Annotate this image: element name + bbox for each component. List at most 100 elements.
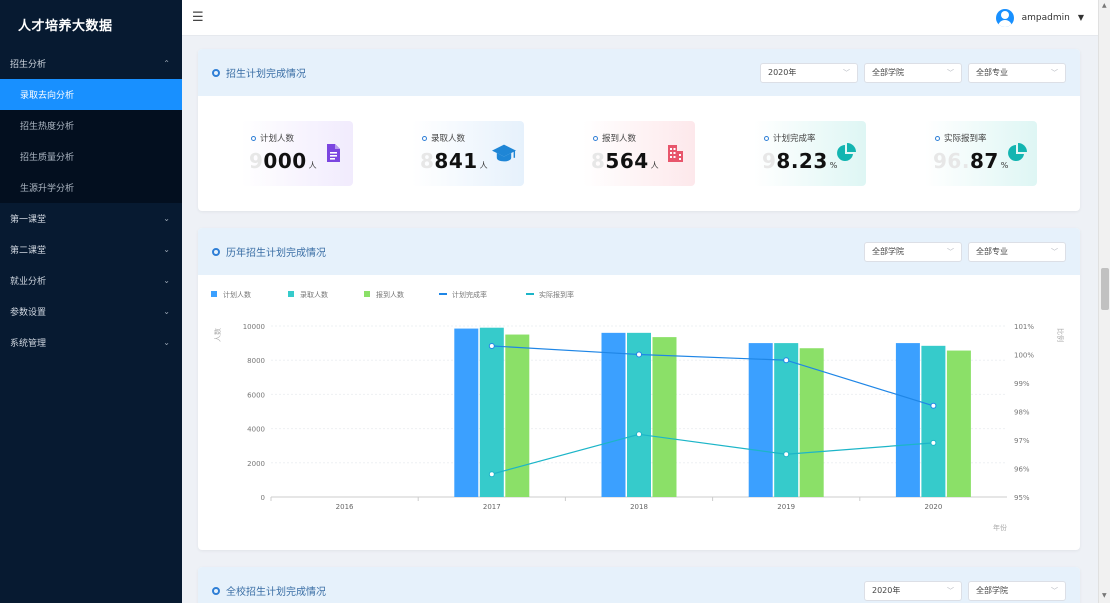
card-title: 历年招生计划完成情况: [226, 248, 326, 259]
chevron-down-icon: ﹀: [1051, 247, 1058, 256]
major-select[interactable]: 全部专业 ﹀: [968, 62, 1066, 83]
y2-axis-title: 比例: [1056, 328, 1065, 342]
scrollbar[interactable]: ▲ ▼: [1098, 0, 1110, 603]
x-axis-title: 年份: [993, 523, 1007, 532]
bar-计划人数: [601, 332, 626, 497]
username: ampadmin: [1021, 12, 1070, 23]
circle-icon: [212, 247, 220, 256]
year-select[interactable]: 2020年 ﹀: [760, 62, 858, 83]
stat-value-faded: 8: [591, 149, 606, 173]
stat-label: 计划完成率: [773, 134, 816, 144]
user-menu[interactable]: ampadmin ▼: [995, 8, 1084, 27]
x-tick-label: 2020: [924, 503, 942, 511]
y-axis-title: 人数: [213, 328, 222, 342]
select-value: 全部专业: [976, 247, 1008, 256]
stat-value-faded: 96.: [933, 149, 970, 173]
y-tick-label: 8000: [247, 357, 265, 365]
stat-actual-registration-rate: 实际报到率 96.87%: [925, 121, 1037, 186]
scroll-up-icon[interactable]: ▲: [1102, 2, 1107, 9]
menu-second-classroom[interactable]: 第二课堂 ⌄: [0, 234, 182, 265]
chevron-down-icon: ﹀: [947, 68, 954, 77]
card-header: 全校招生计划完成情况 2020年 ﹀ 全部学院 ﹀: [198, 567, 1080, 603]
scrollbar-thumb[interactable]: [1101, 268, 1109, 310]
bar-录取人数: [627, 332, 651, 497]
bar-录取人数: [921, 345, 946, 497]
filter-group: 全部学院 ﹀ 全部专业 ﹀: [864, 241, 1066, 262]
menu-employment-analysis[interactable]: 就业分析 ⌄: [0, 265, 182, 296]
y2-tick-label: 99%: [1014, 380, 1030, 388]
submenu-student-source[interactable]: 生源升学分析: [0, 172, 182, 203]
stat-plan-completion-rate: 计划完成率 98.23%: [754, 121, 866, 186]
stat-value-faded: 8: [420, 149, 435, 173]
circle-icon: [212, 68, 220, 77]
legend-swatch: [439, 293, 447, 295]
stat-label: 报到人数: [602, 134, 637, 144]
topbar: ☰ ampadmin ▼: [182, 0, 1098, 36]
stat-registered-count: 报到人数 8564 人: [583, 121, 695, 186]
chevron-down-icon: ﹀: [1051, 68, 1058, 77]
stat-value-wrap: 98.23%: [762, 149, 838, 173]
point-实际报到率: [488, 471, 495, 478]
legend-label: 计划完成率: [452, 290, 487, 299]
menu-enrollment-analysis[interactable]: 招生分析 ⌃: [0, 48, 182, 79]
sidebar: 人才培养大数据 招生分析 ⌃ 录取去向分析 招生热度分析 招生质量分析 生源升学…: [0, 0, 182, 603]
legend-label: 计划人数: [223, 290, 251, 299]
major-select[interactable]: 全部专业 ﹀: [968, 241, 1066, 262]
stat-label-wrap: 录取人数: [422, 132, 465, 144]
y-tick-label: 2000: [247, 460, 265, 468]
stat-label-wrap: 实际报到率: [935, 132, 987, 144]
menu-label: 第一课堂: [10, 215, 47, 225]
menu-first-classroom[interactable]: 第一课堂 ⌄: [0, 203, 182, 234]
menu-system-management[interactable]: 系统管理 ⌄: [0, 327, 182, 358]
stat-label: 计划人数: [260, 134, 295, 144]
stat-unit: %: [1000, 161, 1009, 170]
x-tick-label: 2019: [777, 503, 795, 511]
stat-plan-count: 计划人数 9000 人: [241, 121, 353, 186]
stat-value: 841: [434, 149, 478, 173]
point-实际报到率: [783, 451, 790, 458]
menu-toggle-icon[interactable]: ☰: [192, 10, 204, 25]
circle-icon: [764, 135, 769, 141]
x-tick-label: 2018: [630, 503, 648, 511]
bar-报到人数: [505, 334, 530, 497]
stat-value: 564: [605, 149, 649, 173]
stats-row: 计划人数 9000 人 录取人数 8841 人 报到人数 8564 人: [198, 96, 1080, 211]
stat-value-wrap: 8564 人: [591, 149, 659, 173]
filter-group: 2020年 ﹀ 全部学院 ﹀ 全部专业 ﹀: [760, 62, 1066, 83]
point-计划完成率: [930, 402, 937, 409]
select-value: 全部学院: [872, 68, 904, 77]
scroll-down-icon[interactable]: ▼: [1102, 592, 1107, 599]
select-value: 2020年: [768, 68, 797, 77]
college-select[interactable]: 全部学院 ﹀: [864, 62, 962, 83]
submenu-enrollment-quality[interactable]: 招生质量分析: [0, 141, 182, 172]
submenu-enrollment-heat[interactable]: 招生热度分析: [0, 110, 182, 141]
chevron-down-icon: ⌄: [163, 338, 170, 347]
submenu-admission-destination[interactable]: 录取去向分析: [0, 79, 182, 110]
year-select[interactable]: 2020年 ﹀: [864, 580, 962, 601]
card-title: 全校招生计划完成情况: [226, 587, 326, 598]
stat-admitted-count: 录取人数 8841 人: [412, 121, 524, 186]
y2-tick-label: 98%: [1014, 409, 1030, 417]
point-计划完成率: [783, 357, 790, 364]
bar-计划人数: [748, 343, 773, 497]
college-select[interactable]: 全部学院 ﹀: [864, 241, 962, 262]
circle-icon: [422, 135, 427, 141]
chevron-down-icon: ⌄: [163, 214, 170, 223]
bar-录取人数: [774, 343, 799, 497]
y2-tick-label: 101%: [1014, 323, 1034, 331]
legend-swatch: [364, 291, 370, 297]
legend-label: 报到人数: [376, 290, 404, 299]
card-title-wrap: 招生计划完成情况: [212, 65, 306, 80]
chevron-down-icon: ⌄: [163, 307, 170, 316]
stat-unit: 人: [308, 161, 318, 170]
stat-value-wrap: 8841 人: [420, 149, 488, 173]
college-select[interactable]: 全部学院 ﹀: [968, 580, 1066, 601]
yearly-plan-card: 历年招生计划完成情况 全部学院 ﹀ 全部专业 ﹀ 计划人数 录取人数 报到人数 计划完成率…: [198, 228, 1080, 550]
chevron-down-icon: ﹀: [843, 68, 850, 77]
menu-parameter-settings[interactable]: 参数设置 ⌄: [0, 296, 182, 327]
stat-label: 实际报到率: [944, 134, 987, 144]
stat-value: 87: [969, 149, 999, 173]
stat-label-wrap: 报到人数: [593, 132, 636, 144]
app-title: 人才培养大数据: [18, 18, 113, 34]
caret-down-icon: ▼: [1077, 13, 1084, 22]
